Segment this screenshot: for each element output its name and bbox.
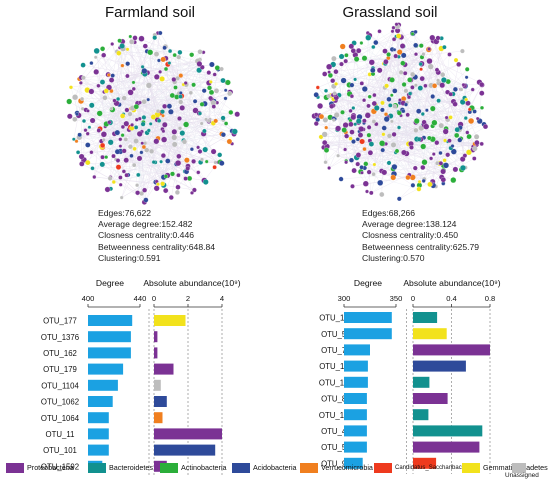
farmland-otu-label: OTU_1376 [41, 333, 79, 342]
grassland-abundance-bar [413, 377, 429, 388]
farmland-degree-tick-label: 440 [134, 294, 147, 303]
farmland-otu-label: OTU_11 [46, 430, 75, 439]
grassland-degree-bar [344, 361, 368, 372]
farmland-degree-bar [88, 364, 123, 375]
farmland-degree-label: Degree [96, 278, 124, 288]
farmland-abundance-bar [154, 380, 161, 391]
grassland-abundance-bar [413, 425, 482, 436]
farmland-degree-bar [88, 380, 118, 391]
grassland-abundance-bar [413, 312, 437, 323]
legend-swatch [6, 463, 24, 473]
grassland-bar-chart: Degree Absolute abundance(10⁹) 300 350 0 0.4 0… [319, 278, 501, 474]
grassland-degree-bar [344, 312, 392, 323]
grassland-abundance-bar [413, 409, 428, 420]
farmland-abundance-bar [154, 315, 186, 326]
grassland-abundance-bar [413, 344, 490, 355]
farmland-abundance-bar [154, 396, 167, 407]
legend-swatch [462, 463, 480, 473]
grassland-degree-label: Degree [354, 278, 382, 288]
farmland-abundance-bar [154, 331, 157, 342]
grassland-degree-bar [344, 328, 392, 339]
farmland-abundance-bar [154, 428, 222, 439]
grassland-abundance-bar [413, 393, 448, 404]
farmland-degree-bar [88, 445, 109, 456]
legend-swatch [160, 463, 178, 473]
farmland-otu-label: OTU_1062 [41, 398, 79, 407]
grassland-degree-bar [344, 377, 368, 388]
farmland-abundance-tick-label: 2 [186, 294, 190, 303]
farmland-otu-label: OTU_177 [43, 317, 77, 326]
farmland-otu-label: OTU_179 [43, 365, 77, 374]
legend-item-saccharibacteria: Candidatus_Saccharibacteria [374, 462, 473, 474]
farmland-degree-bar [88, 331, 131, 342]
grassland-abundance-tick-label: 0.4 [446, 294, 457, 303]
grassland-degree-bar [344, 442, 367, 453]
farmland-degree-bar [88, 412, 109, 423]
grassland-abundance-bar [413, 328, 447, 339]
farmland-otu-label: OTU_101 [43, 446, 77, 455]
legend-item-actinobacteria: Actinobacteria [160, 462, 227, 474]
legend-item-verrucomicrobia: Verrucomicrobia [300, 462, 373, 474]
grassland-degree-bar [344, 425, 367, 436]
grassland-degree-bar [344, 409, 367, 420]
farmland-abundance-tick-label: 0 [152, 294, 156, 303]
farmland-degree-bar [88, 396, 113, 407]
farmland-bar-chart: Degree Absolute abundance(10⁹) 400 440 0 2 4 OT… [41, 278, 241, 477]
legend-swatch [232, 463, 250, 473]
farmland-abundance-bar [154, 412, 163, 423]
grassland-abundance-bar [413, 442, 479, 453]
farmland-abundance-bar [154, 364, 174, 375]
legend-item-proteobacteria: Proteobacteria [6, 462, 74, 474]
legend-label-unassigned: Unassigned [505, 470, 539, 482]
farmland-abundance-bar [154, 347, 157, 358]
grassland-degree-bar [344, 393, 367, 404]
grassland-abundance-bar [413, 361, 466, 372]
grassland-degree-bar [344, 344, 370, 355]
farmland-otu-label: OTU_162 [43, 349, 77, 358]
legend-item-acidobacteria: Acidobacteria [232, 462, 297, 474]
farmland-abundance-tick-label: 4 [220, 294, 224, 303]
legend-swatch [374, 463, 392, 473]
grassland-degree-tick-label: 300 [338, 294, 351, 303]
farmland-degree-tick-label: 400 [82, 294, 95, 303]
farmland-otu-label: OTU_1064 [41, 414, 80, 423]
legend-swatch [88, 463, 106, 473]
grassland-abundance-tick-label: 0 [411, 294, 415, 303]
grassland-degree-tick-label: 350 [390, 294, 403, 303]
farmland-degree-bar [88, 428, 109, 439]
grassland-abundance-tick-label: 0.8 [485, 294, 496, 303]
legend-swatch [300, 463, 318, 473]
farmland-abundance-bar [154, 445, 215, 456]
farmland-degree-bar [88, 347, 131, 358]
farmland-otu-label: OTU_1104 [41, 381, 79, 390]
farmland-abundance-label: Absolute abundance(10⁹) [143, 278, 240, 288]
legend-item-bacteroidetes: Bacteroidetes [88, 462, 153, 474]
phylum-legend: Proteobacteria Bacteroidetes Actinobacte… [6, 462, 550, 476]
grassland-abundance-label: Absolute abundance(10⁹) [403, 278, 500, 288]
farmland-degree-bar [88, 315, 132, 326]
